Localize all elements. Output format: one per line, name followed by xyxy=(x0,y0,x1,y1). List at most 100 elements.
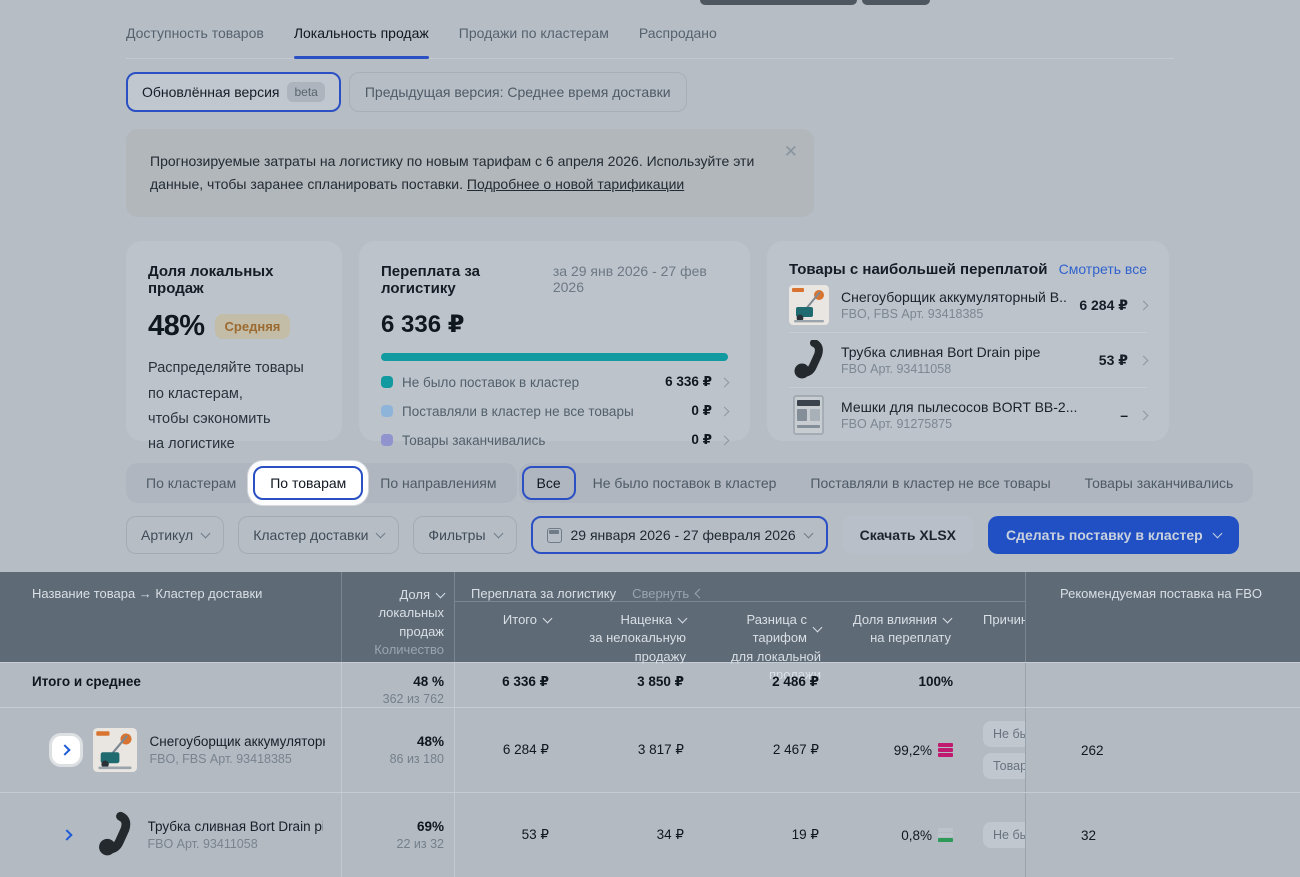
row-share-cell: 69% 22 из 32 xyxy=(342,793,455,877)
product-overpay-value: 6 284 ₽ xyxy=(1079,296,1128,313)
row-product-sku: FBO, FBS Арт. 93418385 xyxy=(149,752,292,767)
summary-cards: Доля локальных продаж 48% Средняя Распре… xyxy=(126,241,1174,452)
download-xlsx-button[interactable]: Скачать XLSX xyxy=(841,516,974,555)
row-recommended-value: 32 xyxy=(1081,827,1097,843)
chip-no-supplies[interactable]: Не было поставок в кластер xyxy=(592,475,777,492)
analytics-tabs: Доступность товаров Локальность продаж П… xyxy=(126,0,1174,59)
filters-dropdown-label: Фильтры xyxy=(428,527,486,544)
top-product-item[interactable]: Трубка сливная Bort Drain pipe FBO Арт. … xyxy=(789,332,1149,387)
row-recommended-value: 262 xyxy=(1081,742,1104,758)
column-impact-header[interactable]: Доля влияния на переплату xyxy=(835,611,965,684)
chevron-right-icon xyxy=(58,744,71,756)
row-total: 53 ₽ xyxy=(521,827,549,843)
see-all-link[interactable]: Смотреть все xyxy=(1058,261,1147,278)
row-product-sku: FBO Арт. 93411058 xyxy=(147,837,258,852)
summary-diff: 2 486 ₽ xyxy=(772,674,819,690)
chip-out-of-stock[interactable]: Товары заканчивались xyxy=(1084,475,1234,492)
tab-sales-locality[interactable]: Локальность продаж xyxy=(293,25,429,59)
overpay-progress-bar xyxy=(381,353,728,362)
chip-partial-supplies[interactable]: Поставляли в кластер не все товары xyxy=(810,475,1051,492)
product-image-vacuum-bags xyxy=(793,395,824,435)
impact-low-bars-icon xyxy=(938,828,953,843)
tab-sold-out[interactable]: Распродано xyxy=(638,25,717,41)
expand-row-button[interactable] xyxy=(51,736,80,765)
date-range-picker[interactable]: 29 января 2026 - 27 февраля 2026 xyxy=(530,516,828,555)
local-share-title: Доля локальных продаж xyxy=(148,263,274,298)
chevron-down-icon xyxy=(803,528,814,539)
chip-all-reasons[interactable]: Все xyxy=(521,466,576,501)
product-image-drain-pipe xyxy=(789,340,829,380)
article-dropdown[interactable]: Артикул xyxy=(126,516,225,555)
top-product-item[interactable]: Снегоуборщик аккумуляторный B... FBO, FB… xyxy=(789,278,1149,332)
filters-dropdown[interactable]: Фильтры xyxy=(413,516,517,555)
cutoff-popover-artifact-left xyxy=(700,0,857,5)
chip-by-directions[interactable]: По направлениям xyxy=(380,475,497,492)
sort-chevron-down-icon xyxy=(942,613,953,624)
top-products-title: Товары с наибольшей переплатой xyxy=(789,261,1048,279)
sort-chevron-down-icon xyxy=(677,613,688,624)
chevron-right-icon xyxy=(719,435,730,446)
diff-sort-label: Разница с тарифом xyxy=(746,612,807,646)
legend-value: 0 ₽ xyxy=(691,403,712,419)
total-sort-label: Итого xyxy=(502,612,537,628)
tab-sales-by-cluster[interactable]: Продажи по кластерам xyxy=(458,25,609,41)
delivery-cluster-dropdown[interactable]: Кластер доставки xyxy=(238,516,400,555)
toggle-updated-version[interactable]: Обновлённая версия beta xyxy=(126,72,341,112)
top-overpay-products-card: Товары с наибольшей переплатой Смотреть … xyxy=(767,241,1169,442)
chevron-right-icon xyxy=(1138,355,1149,366)
summary-recommended-cell xyxy=(1025,663,1300,708)
markup-label-rest: за нелокальную продажу xyxy=(589,630,686,664)
summary-share-cell: 48 % 362 из 762 xyxy=(342,663,455,708)
overpay-period: за 29 янв 2026 - 27 фев 2026 xyxy=(552,263,707,296)
share-sort-label: Доля xyxy=(399,587,430,603)
summary-reason-cell xyxy=(965,663,1025,707)
legend-out-of-stock[interactable]: Товары заканчивались 0 ₽ xyxy=(381,432,730,448)
close-icon[interactable]: ✕ xyxy=(783,142,798,161)
toggle-previous-version[interactable]: Предыдущая версия: Среднее время доставк… xyxy=(348,72,687,112)
row-markup: 3 817 ₽ xyxy=(637,742,684,758)
banner-text: Прогнозируемые затраты на логистику по н… xyxy=(150,150,760,196)
overpay-title: Переплата за логистику xyxy=(381,263,481,298)
row-qty: 86 из 180 xyxy=(389,752,444,767)
chip-by-products[interactable]: По товарам xyxy=(253,466,364,501)
legend-label: Поставляли в кластер не все товары xyxy=(402,403,634,419)
summary-total: 6 336 ₽ xyxy=(502,674,549,690)
summary-markup: 3 850 ₽ xyxy=(637,674,684,690)
row-impact-value: 99,2% xyxy=(893,742,932,758)
product-overpay-value: 53 ₽ xyxy=(1098,351,1128,368)
collapse-group-button[interactable]: Свернуть xyxy=(632,586,705,602)
cluster-dropdown-label: Кластер доставки xyxy=(253,527,369,544)
summary-qty: 362 из 762 xyxy=(382,692,444,707)
chevron-down-icon xyxy=(375,528,386,539)
tab-availability[interactable]: Доступность товаров xyxy=(126,25,264,41)
banner-text-body: Прогнозируемые затраты на логистику по н… xyxy=(150,153,755,193)
chip-by-clusters[interactable]: По кластерам xyxy=(146,475,237,492)
expand-row-button[interactable] xyxy=(54,821,82,849)
toggle-previous-label: Предыдущая версия: Среднее время доставк… xyxy=(364,84,671,100)
local-share-hint: Распределяйте товары по кластерам, чтобы… xyxy=(148,360,304,453)
product-name: Трубка сливная Bort Drain pipe xyxy=(841,344,1041,361)
collapse-label: Свернуть xyxy=(632,586,690,602)
top-product-item[interactable]: Мешки для пылесосов BORT BB-2... FBO Арт… xyxy=(789,387,1149,442)
column-markup-header[interactable]: Наценка за нелокальную продажу xyxy=(565,611,700,684)
row-total: 6 284 ₽ xyxy=(502,742,549,758)
chevron-right-icon xyxy=(1138,410,1149,421)
summary-impact: 100% xyxy=(918,674,953,690)
make-supply-button[interactable]: Сделать поставку в кластер xyxy=(988,516,1239,555)
share-label-rest: локальных продаж xyxy=(378,605,444,639)
column-share-header[interactable]: Доля локальных продаж Количество xyxy=(342,572,455,663)
legend-partial-supplies[interactable]: Поставляли в кластер не все товары 0 ₽ xyxy=(381,403,730,419)
product-sku: FBO, FBS Арт. 93418385 xyxy=(841,307,984,322)
blue-dot-icon xyxy=(381,405,393,418)
toggle-updated-label: Обновлённая версия xyxy=(142,84,280,100)
product-image-drain-pipe xyxy=(93,811,137,859)
legend-no-supplies[interactable]: Не было поставок в кластер 6 336 ₽ xyxy=(381,374,730,390)
sort-chevron-down-icon xyxy=(435,588,446,599)
product-image-snowblower xyxy=(789,285,829,326)
tariff-details-link[interactable]: Подробнее о новой тарификации xyxy=(466,176,685,193)
row-reason-cell: Не было Товар з xyxy=(965,708,1025,792)
column-total-header[interactable]: Итого xyxy=(455,611,565,684)
sort-chevron-down-icon xyxy=(812,622,823,633)
column-tariff-diff-header[interactable]: Разница с тарифом для локальной продажи xyxy=(700,611,835,684)
